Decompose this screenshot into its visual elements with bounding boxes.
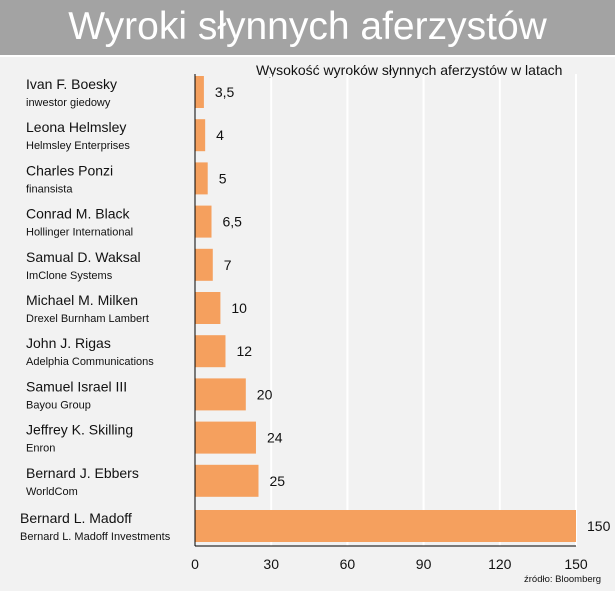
x-tick-label: 30 — [263, 556, 279, 572]
category-name: John J. Rigas — [26, 335, 111, 351]
data-label: 12 — [236, 343, 252, 359]
bar — [195, 162, 208, 195]
bar — [195, 510, 576, 542]
category-detail: inwestor giedowy — [26, 97, 111, 109]
category-name: Conrad M. Black — [26, 206, 130, 222]
bar — [195, 464, 259, 497]
data-label: 24 — [267, 430, 283, 446]
data-label: 6,5 — [223, 214, 243, 230]
category-name: Samual D. Waksal — [26, 249, 141, 265]
category-name: Charles Ponzi — [26, 162, 113, 178]
x-tick-label: 0 — [191, 556, 199, 572]
bar — [195, 292, 221, 324]
bar — [195, 205, 212, 238]
data-label: 7 — [224, 257, 232, 273]
category-detail: Adelphia Communications — [26, 356, 154, 368]
bar — [195, 119, 206, 152]
data-label: 10 — [231, 300, 247, 316]
category-detail: Bernard L. Madoff Investments — [20, 531, 171, 543]
category-detail: ImClone Systems — [26, 270, 113, 282]
category-detail: finansista — [26, 183, 73, 195]
bar — [195, 378, 246, 411]
x-tick-label: 60 — [340, 556, 356, 572]
bar — [195, 248, 213, 281]
category-detail: Enron — [26, 443, 55, 455]
x-tick-label: 120 — [488, 556, 512, 572]
category-detail: Drexel Burnham Lambert — [26, 313, 149, 325]
source-note: źródło: Bloomberg — [524, 574, 602, 585]
category-name: Jeffrey K. Skilling — [26, 422, 133, 438]
bar — [195, 335, 226, 368]
category-name: Michael M. Milken — [26, 292, 138, 308]
data-label: 4 — [216, 127, 224, 143]
bar — [195, 421, 256, 454]
category-detail: Bayou Group — [26, 399, 91, 411]
data-label: 3,5 — [215, 84, 235, 100]
page-title: Wyroki słynnych aferzystów — [68, 5, 547, 48]
data-label: 25 — [270, 473, 286, 489]
category-name: Leona Helmsley — [26, 119, 126, 135]
bar — [195, 76, 204, 108]
title-bar: Wyroki słynnych aferzystów — [0, 0, 615, 57]
x-tick-label: 90 — [416, 556, 432, 572]
category-name: Samuel Israel III — [26, 378, 127, 394]
data-label: 150 — [587, 518, 611, 534]
category-name: Bernard L. Madoff — [20, 510, 132, 526]
data-label: 20 — [257, 386, 273, 402]
category-detail: Helmsley Enterprises — [26, 140, 130, 152]
category-name: Bernard J. Ebbers — [26, 465, 139, 481]
category-detail: Hollinger International — [26, 227, 133, 239]
chart-subtitle: Wysokość wyroków słynnych aferzystów w l… — [256, 62, 563, 78]
category-detail: WorldCom — [26, 486, 78, 498]
category-name: Ivan F. Boesky — [26, 76, 117, 92]
x-tick-label: 150 — [564, 556, 588, 572]
data-label: 5 — [219, 170, 227, 186]
